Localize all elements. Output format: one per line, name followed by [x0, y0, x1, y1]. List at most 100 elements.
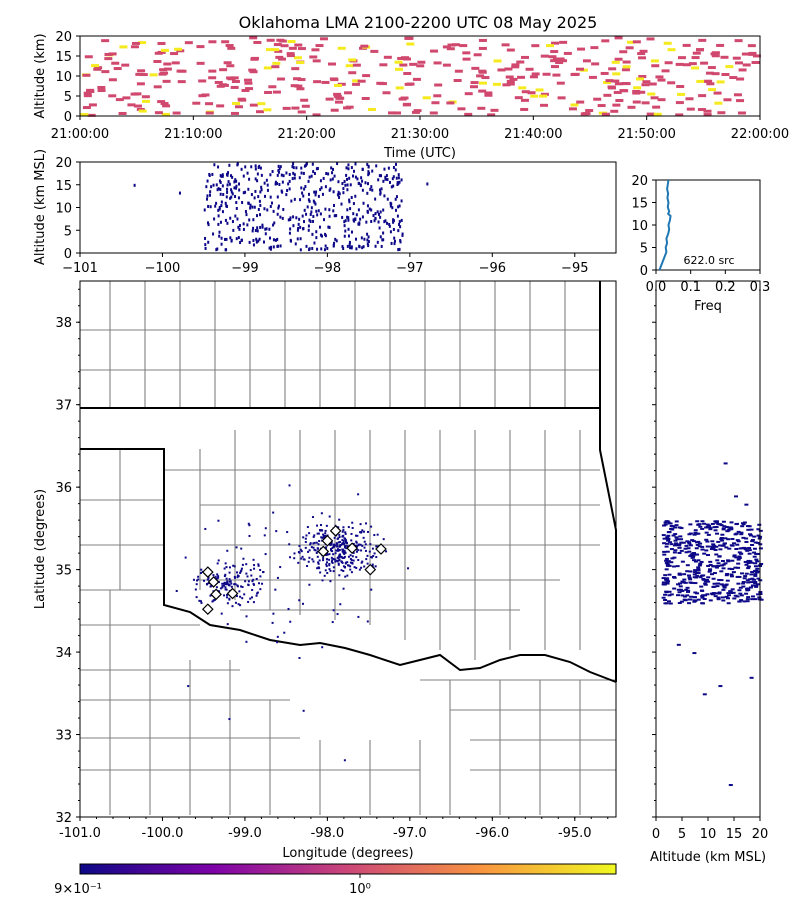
- source-point: [718, 548, 723, 551]
- source-point: [258, 199, 261, 203]
- source-point: [226, 581, 229, 584]
- source-point: [272, 612, 275, 615]
- station-marker: [201, 603, 214, 616]
- source-point: [742, 521, 747, 524]
- source-point: [333, 241, 336, 245]
- source-point: [745, 579, 750, 582]
- source-point: [276, 635, 279, 638]
- source-point: [238, 188, 241, 192]
- source-point: [698, 542, 703, 545]
- time-bin: [230, 111, 239, 115]
- source-point: [728, 784, 733, 787]
- source-point: [317, 561, 320, 564]
- time-bin: [271, 65, 280, 69]
- source-point: [355, 247, 358, 251]
- source-point: [257, 563, 260, 566]
- time-bin: [141, 99, 150, 103]
- source-point: [665, 520, 670, 523]
- time-bin: [334, 100, 343, 104]
- station-marker: [226, 587, 239, 600]
- source-point: [346, 574, 349, 577]
- source-point: [672, 551, 677, 554]
- source-point: [226, 602, 229, 605]
- source-point: [397, 248, 400, 252]
- time-bin: [268, 85, 277, 89]
- source-point: [225, 204, 228, 208]
- source-point: [695, 572, 700, 575]
- chart-title: Oklahoma LMA 2100-2200 UTC 08 May 2025: [239, 13, 598, 32]
- source-point: [375, 545, 378, 548]
- time-bin: [497, 68, 506, 72]
- source-point: [252, 226, 255, 230]
- source-point: [716, 582, 721, 585]
- source-point: [752, 535, 757, 538]
- source-point: [391, 206, 394, 210]
- xtick-label: -98.0: [311, 826, 345, 841]
- source-point: [692, 571, 697, 574]
- source-point: [740, 525, 745, 528]
- source-point: [207, 240, 210, 244]
- time-bin: [700, 61, 709, 65]
- source-point: [734, 495, 738, 498]
- source-point: [365, 522, 368, 525]
- time-bin: [250, 57, 259, 61]
- source-point: [308, 175, 311, 179]
- source-point: [698, 562, 703, 565]
- source-point: [310, 210, 313, 214]
- source-point: [380, 174, 383, 178]
- source-point: [720, 539, 725, 542]
- time-bin: [713, 91, 722, 95]
- source-point: [277, 164, 280, 168]
- time-bin: [137, 69, 146, 73]
- source-point: [248, 218, 251, 222]
- source-point: [232, 228, 235, 232]
- source-point: [755, 560, 760, 563]
- source-point: [396, 214, 399, 218]
- source-point: [342, 529, 345, 532]
- source-point: [697, 564, 702, 567]
- source-point: [373, 534, 376, 537]
- source-point: [695, 553, 700, 556]
- source-point: [250, 165, 253, 169]
- source-point: [353, 217, 356, 221]
- source-point: [715, 585, 720, 588]
- source-point: [713, 529, 718, 532]
- source-point: [723, 537, 728, 540]
- time-bin: [493, 59, 502, 63]
- source-point: [726, 529, 731, 532]
- time-bin: [83, 91, 92, 95]
- source-point: [274, 588, 277, 591]
- source-point: [692, 652, 697, 655]
- source-point: [753, 570, 758, 573]
- source-point: [336, 560, 339, 563]
- source-point: [224, 201, 227, 205]
- source-point: [265, 178, 268, 182]
- source-point: [302, 709, 305, 712]
- time-bin: [612, 103, 621, 107]
- time-bin: [711, 54, 720, 58]
- time-bin: [492, 82, 501, 86]
- source-point: [279, 566, 282, 569]
- source-point: [252, 578, 255, 581]
- source-point: [687, 542, 692, 545]
- source-point: [664, 591, 669, 594]
- source-point: [352, 202, 355, 206]
- time-bin: [234, 105, 243, 109]
- time-bin: [457, 107, 466, 111]
- time-bin: [91, 64, 100, 68]
- source-point: [708, 560, 713, 563]
- source-point: [375, 164, 378, 168]
- source-point: [667, 590, 672, 593]
- source-point: [331, 171, 334, 175]
- source-point: [358, 181, 361, 185]
- source-point: [260, 188, 263, 192]
- source-point: [367, 170, 370, 174]
- source-point: [262, 571, 265, 574]
- source-point: [264, 527, 267, 530]
- time-bin: [404, 82, 413, 86]
- source-point: [360, 549, 363, 552]
- source-point: [249, 203, 252, 207]
- source-point: [748, 560, 753, 563]
- source-point: [328, 558, 331, 561]
- time-bin: [520, 107, 529, 111]
